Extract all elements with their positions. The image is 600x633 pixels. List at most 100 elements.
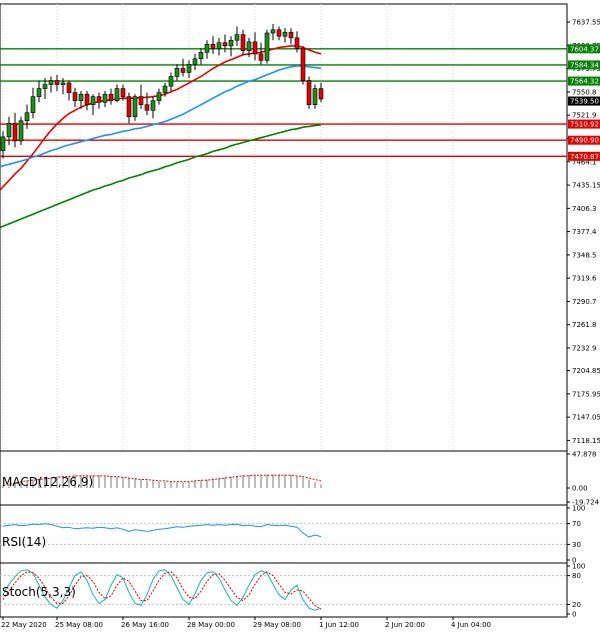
price-level-box [568,96,600,106]
candle-body [6,122,12,138]
price-tick-label: 7521.9 [572,112,597,120]
indicator-tick-label: 0 [572,611,576,619]
indicator-tick-label: 47.878 [572,451,597,459]
candle-body [306,80,312,105]
candle-body [24,112,30,122]
candle-body [0,136,6,151]
candle-body [282,31,288,37]
indicator-tick-label: -19.724 [572,499,600,507]
candle [228,36,234,57]
indicator-tick-label: 80 [572,572,581,580]
time-tick-label: 22 May 2020 [1,621,47,629]
price-level-label: 7584.34 [570,61,599,69]
candle-body [198,52,204,60]
price-level-box [568,135,600,145]
candle-body [48,80,54,85]
candle-body [276,29,282,37]
candle-body [240,34,246,52]
candle [36,80,42,103]
candle [270,24,276,41]
candle [174,64,180,81]
price-tick-label: 7377.4 [572,228,597,236]
candle [156,88,162,105]
candle [102,90,108,108]
candle [222,34,228,53]
indicator-tick-label: 100 [572,563,585,571]
candle-body [168,76,174,87]
candle [48,76,54,93]
candle-body [294,37,300,49]
candle-body [30,96,36,114]
candle-body [114,88,120,101]
candle-body [264,32,270,61]
price-level-box [568,60,600,70]
candle-body [96,96,102,103]
candle [108,88,114,105]
candle [306,76,312,109]
candle-body [72,92,78,101]
candle-body [162,85,168,93]
rsi-label: RSI(14) [2,535,46,549]
price-tick-label: 7118.15 [572,437,600,445]
candle-body [216,42,222,49]
candle-body [234,34,240,41]
candle [216,37,222,56]
price-tick-label: 7147.05 [572,414,600,422]
stoch-d-line [2,571,322,610]
price-level-label: 7470.87 [570,153,599,161]
indicator-tick-label: 0 [572,557,576,565]
candle-body [156,92,162,101]
candle-body [90,96,96,105]
time-tick-label: 26 May 16:00 [121,621,169,629]
candle-body [150,100,156,111]
macd-signal-line [2,474,322,487]
candle [72,87,78,108]
price-level-label: 7539.50 [570,98,599,106]
candle-body [60,82,66,85]
price-tick-label: 7637.55 [572,19,600,27]
price-level-box [568,44,600,54]
candle-body [222,42,228,47]
time-axis: 22 May 2020 25 May 08:00 26 May 16:00 28 Ma… [1,617,491,629]
candle [282,28,288,43]
candle [204,40,210,59]
time-tick-label: 25 May 08:00 [55,621,103,629]
candle [120,84,126,101]
candle-body [18,120,24,142]
price-level-label: 7510.92 [570,121,599,129]
stoch-k-line [2,569,322,611]
candle-body [108,93,114,101]
candle [138,84,144,109]
candle [132,94,138,121]
price-tick-label: 7290.7 [572,298,597,306]
time-tick-label: 29 May 08:00 [253,621,301,629]
candle [312,84,318,109]
indicator-frame [0,562,568,618]
price-tick-label: 7232.9 [572,344,597,352]
candle [78,90,84,109]
price-level-box [568,151,600,161]
candle-body [42,84,48,89]
price-level-box [568,119,600,129]
indicator-tick-label: 100 [572,505,585,513]
candle-body [288,31,294,39]
candle [300,45,306,85]
moving-average-line [0,65,322,168]
candle [12,112,18,148]
candle [168,72,174,91]
price-tick-label: 7175.95 [572,390,600,398]
candle [6,116,12,145]
candle [294,31,300,53]
rsi-line [2,523,322,538]
candle [96,92,102,109]
macd-label: MACD(12,26,9) [2,475,93,489]
candle [234,26,240,46]
candle-body [84,93,90,105]
candle [246,37,252,58]
candle [180,58,186,77]
candle-body [270,29,276,34]
candle-body [204,43,210,53]
indicator-tick-label: 30 [572,541,581,549]
